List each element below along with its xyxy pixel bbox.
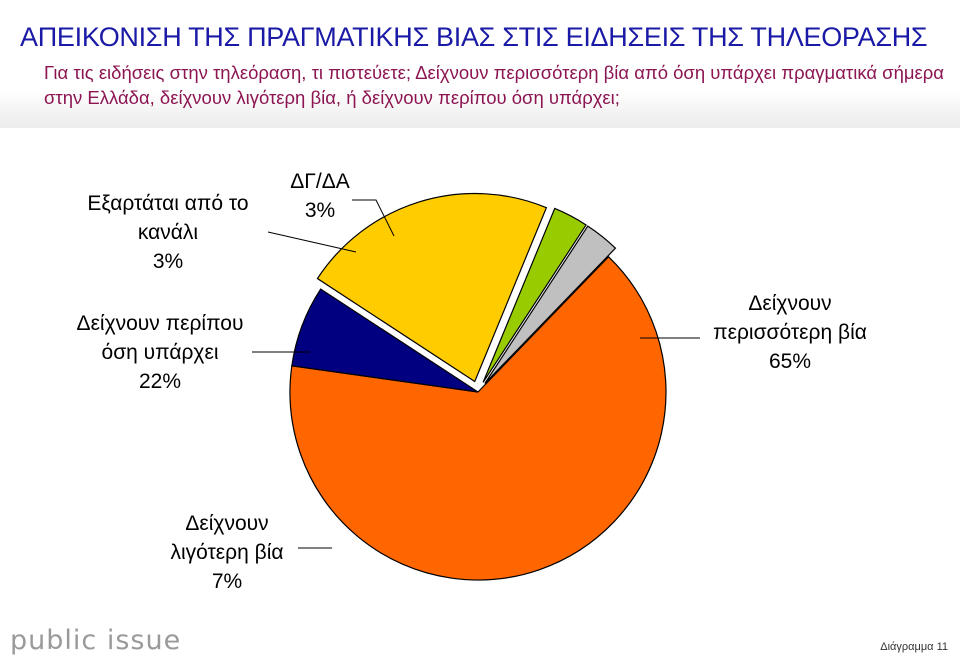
slice-label: Δείχνουν λιγότερη βία 7% [170, 512, 283, 593]
slice-value-label: 22% [139, 370, 181, 393]
pie-slice [482, 207, 587, 383]
slice-name-label: όση υπάρχει [102, 341, 219, 364]
public-issue-logo: public issue [10, 625, 182, 656]
leader-line [352, 199, 395, 237]
chart-title: ΑΠΕΙΚΟΝΙΣΗ ΤΗΣ ΠΡΑΓΜΑΤΙΚΗΣ ΒΙΑΣ ΣΤΙΣ ΕΙΔ… [20, 22, 928, 52]
leader-line [267, 231, 357, 253]
slice-name-label: Δείχνουν περίπου [77, 312, 244, 335]
slice-value-label: 3% [305, 199, 335, 222]
figure-number: Διάγραμμα 11 [880, 641, 948, 653]
slice-name-label: περισσότερη βία [713, 321, 867, 344]
pie-slice [291, 288, 479, 393]
slice-name-label: κανάλι [138, 221, 199, 244]
slice-value-label: 65% [769, 350, 811, 373]
header-band [0, 0, 960, 128]
pie-slice [484, 225, 617, 384]
slice-label: Δείχνουν περίπου όση υπάρχει 22% [77, 312, 244, 393]
slice-name-label: Δείχνουν [748, 292, 831, 315]
slice-label: Δείχνουν περισσότερη βία 65% [713, 292, 867, 373]
slice-name-label: ΔΓ/ΔΑ [290, 170, 349, 193]
slice-name-label: Δείχνουν [185, 512, 268, 535]
slice-value-label: 7% [212, 570, 242, 593]
pie-slice [289, 255, 667, 581]
slice-name-label: λιγότερη βία [170, 541, 283, 564]
slice-value-label: 3% [153, 250, 183, 273]
chart-subtitle: Για τις ειδήσεις στην τηλεόραση, τι πιστ… [44, 62, 945, 108]
slice-label: ΔΓ/ΔΑ 3% [290, 170, 349, 222]
slice-label: Εξαρτάται από το κανάλι 3% [87, 192, 248, 273]
pie-slice [316, 192, 548, 383]
slice-name-label: Εξαρτάται από το [87, 192, 248, 215]
